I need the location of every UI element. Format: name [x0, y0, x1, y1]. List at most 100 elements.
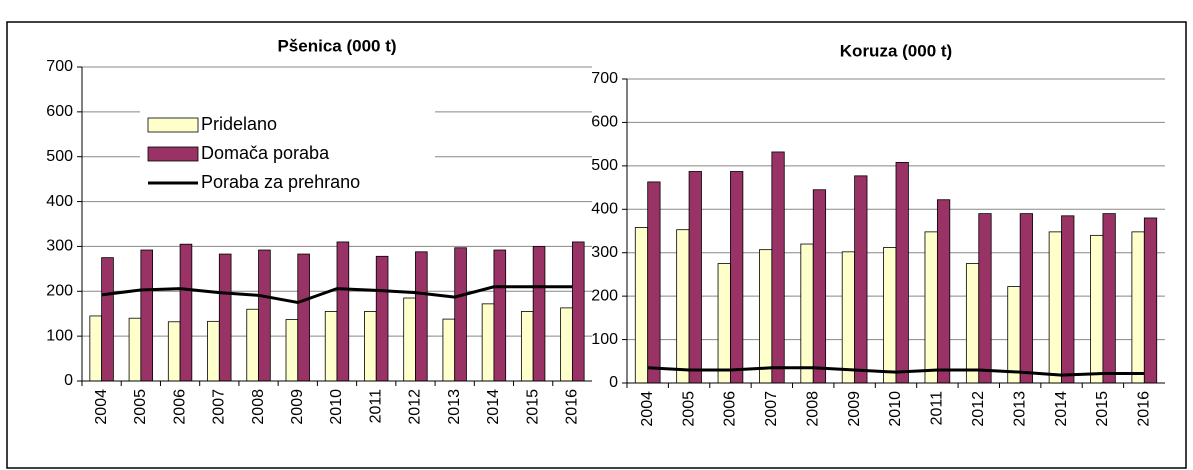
y-tick-label: 200	[591, 287, 618, 304]
bar	[101, 257, 114, 382]
bar	[717, 263, 731, 384]
y-tick-label: 500	[591, 157, 618, 174]
x-tick-label: 2016	[564, 389, 581, 425]
bar	[375, 255, 389, 382]
bar	[688, 171, 702, 384]
x-tick-label: 2005	[132, 389, 149, 425]
bar	[759, 249, 773, 384]
bar	[1007, 286, 1021, 384]
y-tick-label: 0	[609, 374, 618, 391]
x-tick-label: 2010	[887, 391, 904, 427]
bar	[128, 317, 142, 382]
x-tick-label: 2006	[722, 391, 739, 427]
y-tick-label: 700	[46, 58, 73, 75]
y-tick-label: 400	[46, 193, 73, 210]
x-tick-label: 2015	[524, 389, 541, 425]
y-tick-label: 700	[591, 70, 618, 87]
x-tick-label: 2004	[639, 391, 656, 427]
bar	[571, 241, 585, 382]
x-tick-label: 2011	[929, 391, 946, 426]
bar	[179, 243, 193, 382]
x-tick-label: 2009	[846, 391, 863, 427]
bar	[218, 253, 232, 382]
bar	[883, 247, 897, 384]
x-tick-label: 2014	[1053, 391, 1070, 427]
x-tick-label: 2008	[804, 391, 821, 427]
bar	[854, 175, 868, 384]
bar	[1061, 215, 1075, 384]
legend-label: Pridelano	[201, 114, 277, 134]
x-tick-label: 2012	[970, 391, 987, 427]
bar	[771, 151, 785, 384]
y-tick-label: 100	[46, 327, 73, 344]
bar	[258, 249, 271, 382]
bar	[560, 307, 573, 382]
bar	[520, 311, 534, 382]
y-tick-label: 0	[64, 372, 73, 389]
x-tick-label: 2015	[1094, 391, 1111, 427]
bar	[1102, 213, 1116, 384]
y-tick-label: 600	[46, 103, 73, 120]
x-tick-label: 2008	[250, 389, 267, 425]
bar	[1090, 234, 1104, 384]
legend-swatch	[147, 117, 199, 133]
bar	[730, 171, 744, 384]
bar	[1131, 231, 1145, 384]
x-tick-label: 2013	[1011, 391, 1028, 427]
bar	[297, 253, 310, 382]
bar	[1143, 217, 1158, 384]
bar	[207, 320, 220, 382]
y-tick-label: 300	[591, 244, 618, 261]
bar	[676, 229, 690, 384]
bar	[140, 249, 154, 382]
bar	[647, 181, 661, 384]
y-tick-label: 500	[46, 148, 73, 165]
bar	[481, 303, 495, 382]
bar	[936, 199, 951, 384]
bar	[924, 231, 938, 384]
bar	[285, 319, 299, 382]
bar	[1048, 231, 1062, 384]
bar	[167, 321, 181, 382]
bar	[415, 251, 428, 382]
y-tick-label: 300	[46, 238, 73, 255]
x-tick-label: 2004	[93, 389, 110, 425]
x-tick-label: 2016	[1136, 391, 1153, 427]
bar	[634, 227, 649, 384]
chart-title: Koruza (000 t)	[840, 41, 952, 60]
y-tick-label: 600	[591, 114, 618, 131]
line	[647, 366, 1145, 377]
line	[101, 285, 573, 305]
chart-title: Pšenica (000 t)	[277, 36, 396, 55]
x-tick-label: 2005	[680, 391, 697, 427]
bar	[442, 318, 456, 382]
x-tick-label: 2010	[328, 389, 345, 425]
bar	[841, 251, 856, 384]
bar	[812, 189, 827, 384]
bar	[895, 161, 909, 384]
bar	[246, 308, 259, 382]
bar	[1019, 213, 1033, 384]
bar	[978, 213, 992, 384]
y-tick-label: 100	[591, 331, 618, 348]
x-tick-label: 2007	[763, 391, 780, 427]
legend-swatch	[147, 146, 199, 162]
bar	[89, 315, 103, 382]
x-tick-label: 2009	[289, 389, 306, 425]
legend-label: Poraba za prehrano	[201, 172, 360, 192]
bar	[403, 297, 416, 382]
x-tick-label: 2013	[446, 389, 463, 425]
x-tick-label: 2011	[367, 389, 384, 424]
legend-label: Domača poraba	[201, 143, 330, 163]
bar	[532, 246, 546, 382]
x-tick-label: 2007	[211, 389, 228, 425]
bar	[800, 243, 814, 384]
bar	[336, 241, 350, 382]
y-tick-label: 200	[46, 283, 73, 300]
bar	[493, 249, 507, 382]
bar	[324, 311, 338, 382]
x-tick-label: 2012	[407, 389, 424, 425]
x-tick-label: 2006	[171, 389, 188, 425]
bar	[454, 247, 467, 382]
